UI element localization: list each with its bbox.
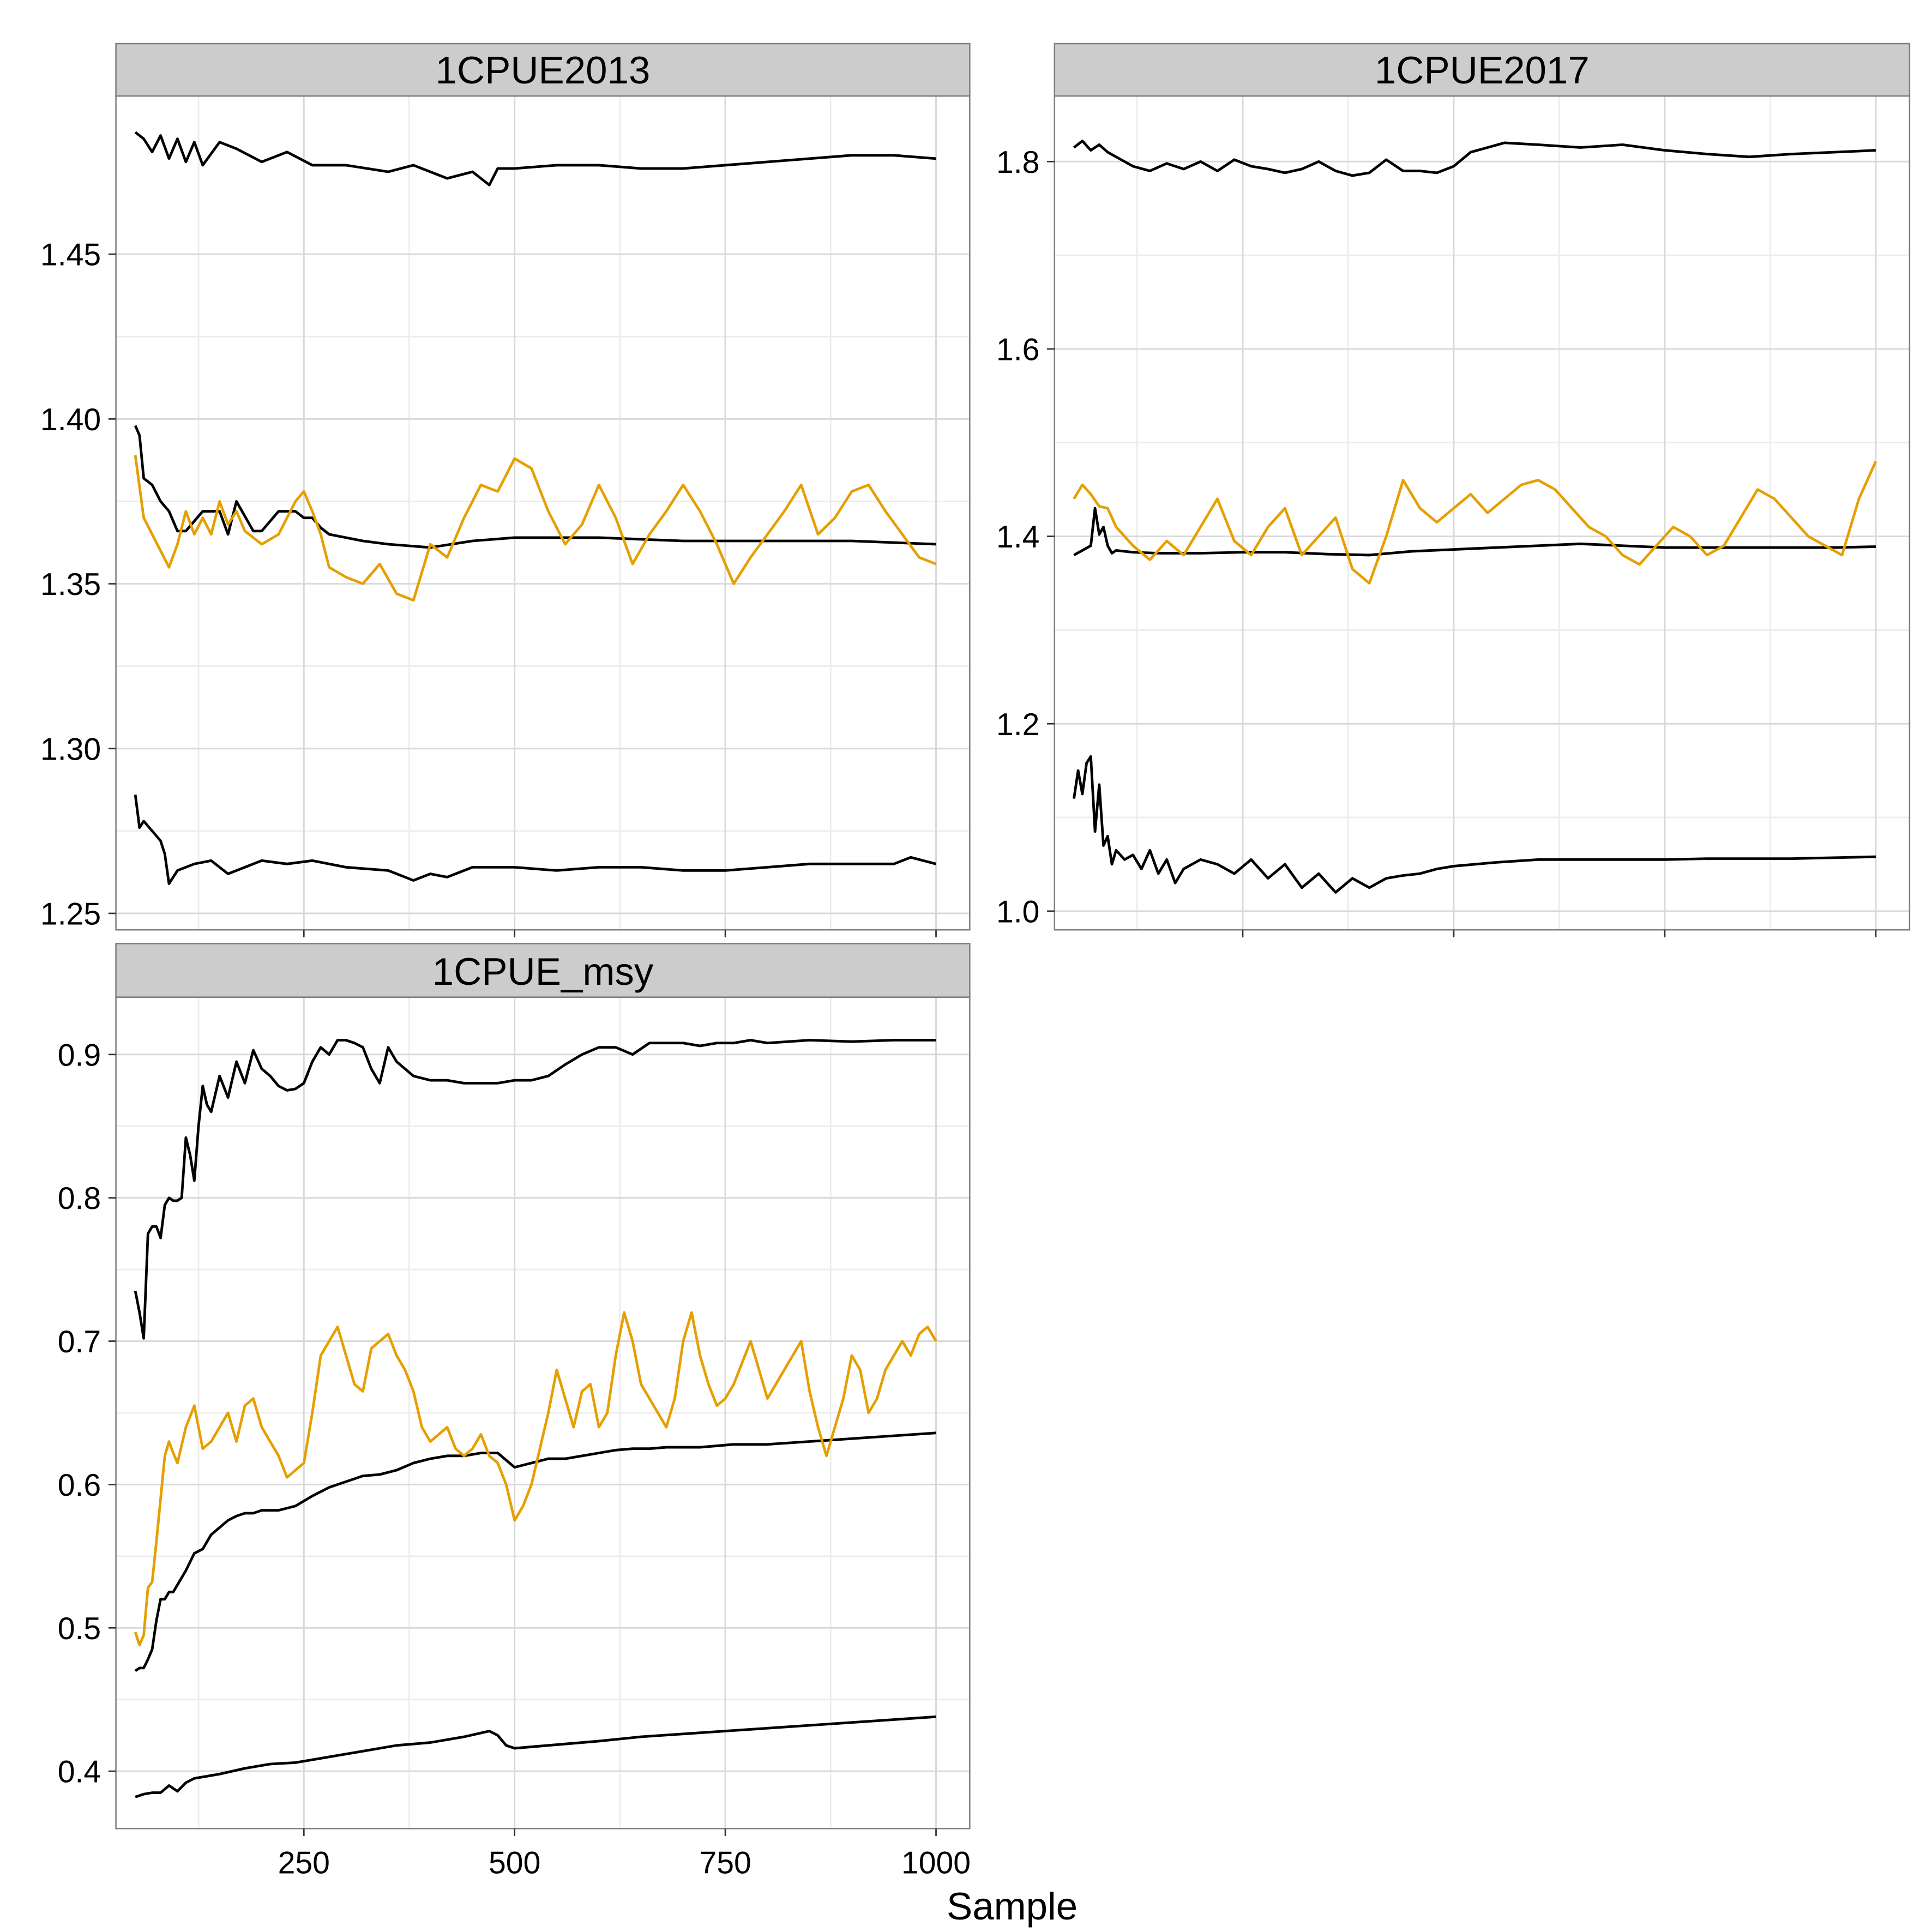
y-tick-label: 1.4 — [996, 520, 1039, 555]
panel-1cpue2017: 1CPUE2017 1.0 1.2 1.4 1.6 1.8 — [996, 43, 1911, 937]
series-line-upper — [1073, 140, 1876, 177]
series-line-lower — [135, 1715, 936, 1798]
y-tick-label: 0.4 — [58, 1755, 101, 1790]
x-tick-label: 1000 — [901, 1846, 971, 1881]
y-tick-label: 1.25 — [40, 897, 101, 932]
series-line-trace — [1073, 461, 1877, 585]
series-line-median — [134, 425, 936, 549]
strip-label: 1CPUE2013 — [436, 49, 651, 92]
y-tick-label: 1.35 — [40, 567, 101, 602]
x-tick-label: 250 — [278, 1846, 330, 1881]
panel-1cpue-msy: 1CPUE_msy 0.4 0.5 0.6 0.7 0.8 0.9 250 500 750 1000 — [58, 943, 971, 1881]
y-tick-label: 0.5 — [58, 1611, 101, 1646]
series-line-trace — [134, 1311, 937, 1647]
x-axis-title: Sample — [947, 1885, 1078, 1928]
y-tick-label: 1.45 — [40, 238, 101, 273]
series-line-trace — [134, 455, 937, 602]
strip-label: 1CPUE2017 — [1375, 49, 1590, 92]
y-tick-label: 0.8 — [58, 1181, 101, 1216]
series-line-lower — [134, 795, 937, 885]
panel-background — [116, 96, 970, 930]
y-tick-label: 1.30 — [40, 732, 101, 767]
plot-area-group: 1CPUE2013 1.25 1.30 1.35 1.40 1.45 1CPUE2017 1.… — [40, 43, 1911, 1928]
strip-background — [115, 943, 971, 998]
panel-background — [1054, 96, 1910, 930]
y-tick-label: 0.6 — [58, 1468, 101, 1503]
x-tick-label: 500 — [489, 1846, 540, 1881]
y-tick-label: 0.7 — [58, 1325, 101, 1359]
strip-label: 1CPUE_msy — [432, 950, 654, 994]
y-tick-label: 1.8 — [996, 145, 1039, 180]
series-line-median — [134, 1431, 936, 1672]
y-tick-label: 1.6 — [996, 332, 1039, 367]
series-line-upper — [134, 1039, 936, 1340]
y-tick-label: 1.2 — [996, 707, 1039, 742]
y-tick-label: 1.0 — [996, 894, 1039, 929]
series-line-lower — [1073, 755, 1876, 894]
strip-background — [115, 43, 971, 97]
strip-background — [1054, 43, 1911, 97]
x-tick-label: 750 — [699, 1846, 751, 1881]
series-line-upper — [134, 131, 936, 186]
panel-1cpue2013: 1CPUE2013 1.25 1.30 1.35 1.40 1.45 — [40, 43, 971, 937]
y-tick-label: 1.40 — [40, 402, 101, 437]
y-tick-label: 0.9 — [58, 1038, 101, 1073]
series-line-median — [1073, 507, 1876, 557]
